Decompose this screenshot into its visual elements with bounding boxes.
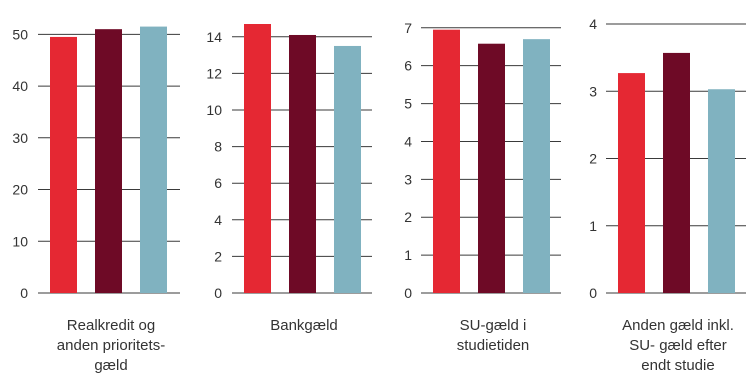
bar-3 <box>140 26 167 293</box>
bar-3 <box>708 89 735 293</box>
y-tick-label: 2 <box>589 151 597 167</box>
y-tick-label: 8 <box>214 139 222 155</box>
category-label: SU-gæld i <box>460 317 527 334</box>
y-tick-label: 2 <box>404 209 412 225</box>
bar-1 <box>50 36 77 294</box>
bar-2 <box>95 29 122 294</box>
bar-3 <box>334 45 361 293</box>
bar-1 <box>618 73 645 293</box>
y-tick-label: 0 <box>589 285 597 301</box>
bar-2 <box>478 43 505 293</box>
category-label: gæld <box>94 357 127 374</box>
y-tick-label: 1 <box>589 218 597 234</box>
y-tick-label: 10 <box>206 102 222 118</box>
category-label: SU- gæld efter <box>629 337 727 354</box>
bar-3 <box>523 39 550 293</box>
chart-panel-1: 0 10 20 30 40 50 Realkredit og anden prioritets… <box>12 26 180 374</box>
y-tick-label: 40 <box>12 78 28 94</box>
bar-2 <box>663 52 690 294</box>
y-tick-label: 20 <box>12 182 28 198</box>
y-tick-label: 1 <box>404 247 412 263</box>
y-tick-label: 14 <box>206 29 222 45</box>
category-label: Bankgæld <box>270 317 338 334</box>
y-tick-label: 3 <box>404 171 412 187</box>
bar-1 <box>433 29 460 293</box>
category-label: endt studie <box>641 357 714 374</box>
bar-2 <box>289 34 316 294</box>
y-tick-label: 0 <box>214 285 222 301</box>
category-label: Realkredit og <box>67 317 155 334</box>
category-label: anden prioritets- <box>57 337 165 354</box>
y-tick-label: 2 <box>214 248 222 264</box>
y-tick-label: 30 <box>12 130 28 146</box>
y-tick-label: 4 <box>589 16 597 32</box>
bar-1 <box>244 24 271 293</box>
chart-panel-4: 0 1 2 3 4 Anden gæld inkl. SU- gæld efter endt … <box>589 16 746 374</box>
y-tick-label: 4 <box>404 133 412 149</box>
chart-panel-3: 0 1 2 3 4 5 6 7 SU-gæld i studietiden <box>404 20 561 354</box>
y-tick-label: 12 <box>206 65 222 81</box>
y-tick-label: 50 <box>12 26 28 42</box>
y-tick-label: 5 <box>404 96 412 112</box>
category-label: studietiden <box>457 337 530 354</box>
y-tick-label: 3 <box>589 83 597 99</box>
y-tick-label: 7 <box>404 20 412 36</box>
y-tick-label: 4 <box>214 212 222 228</box>
y-tick-label: 10 <box>12 233 28 249</box>
y-tick-label: 0 <box>20 285 28 301</box>
category-label: Anden gæld inkl. <box>622 317 734 334</box>
chart-panel-2: 0 2 4 6 8 10 12 14 Bankgæld <box>206 24 372 334</box>
y-tick-label: 0 <box>404 285 412 301</box>
y-tick-label: 6 <box>214 175 222 191</box>
y-tick-label: 6 <box>404 58 412 74</box>
